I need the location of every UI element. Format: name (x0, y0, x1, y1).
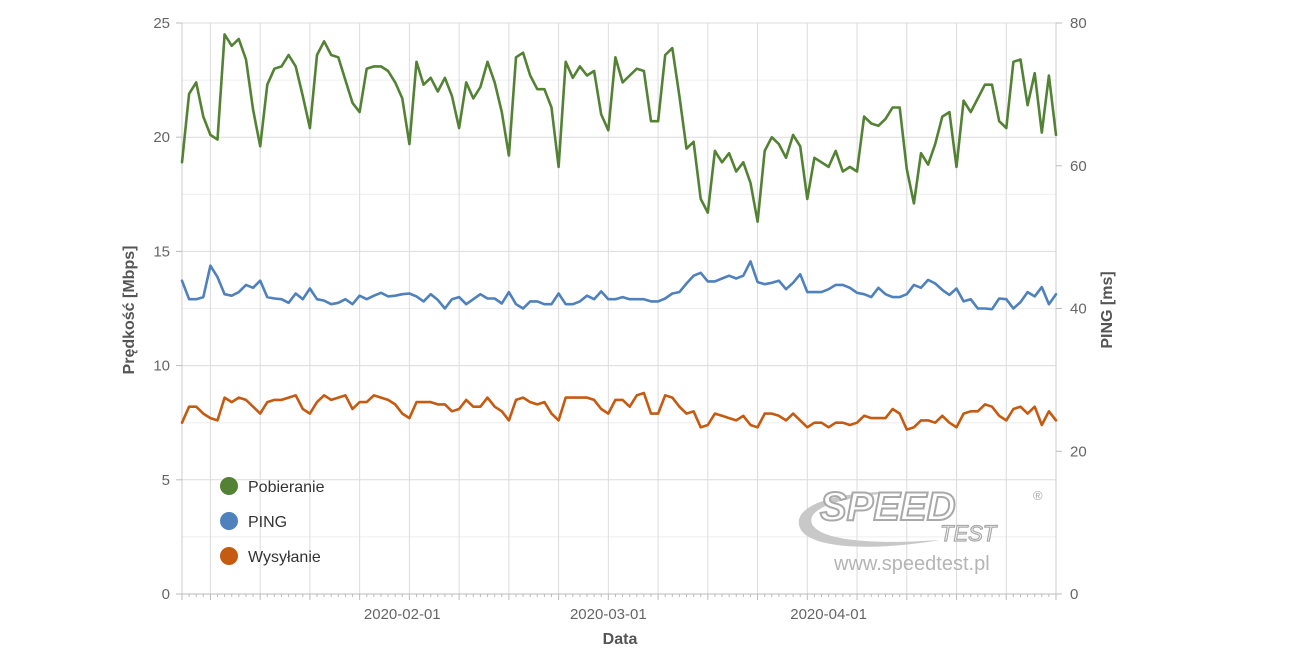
watermark-logo-subtext: TEST (940, 521, 998, 546)
y-tick-label: 15 (153, 243, 170, 260)
series-line-wysy-anie (180, 391, 1058, 431)
legend-label: Wysyłanie (248, 549, 321, 566)
legend-marker (220, 477, 238, 495)
y2-tick-label: 80 (1070, 15, 1087, 32)
y2-axis-title: PING [ms] (1099, 271, 1116, 348)
watermark-registered-mark: ® (1033, 488, 1043, 503)
series-lines (180, 33, 1058, 431)
series-line-ping (180, 260, 1058, 311)
x-axis-ticks: 2020-02-01 2020-03-01 2020-04-01 (181, 594, 1057, 623)
x-tick-label: 2020-02-01 (364, 606, 441, 623)
left-axis-ticks: 0 5 10 15 20 25 (153, 15, 182, 603)
x-axis-title: Data (603, 631, 638, 648)
y2-tick-label: 0 (1070, 586, 1078, 603)
y-tick-label: 10 (153, 358, 170, 375)
y-tick-label: 0 (162, 586, 170, 603)
legend-label: Pobieranie (248, 479, 325, 496)
series-line-pobieranie (180, 33, 1058, 223)
watermark-swoosh (798, 491, 940, 547)
y-tick-label: 20 (153, 129, 170, 146)
x-tick-label: 2020-04-01 (790, 606, 867, 623)
y-tick-label: 5 (162, 472, 170, 489)
legend: Pobieranie PING Wysyłanie (220, 477, 325, 566)
watermark-url: www.speedtest.pl (833, 553, 990, 575)
y-axis-title: Prędkość [Mbps] (121, 246, 138, 375)
legend-label: PING (248, 514, 287, 531)
x-tick-label: 2020-03-01 (570, 606, 647, 623)
legend-marker (220, 547, 238, 565)
right-axis-ticks: 0 20 40 60 80 (1056, 15, 1087, 603)
y-tick-label: 25 (153, 15, 170, 32)
grid-lines (182, 22, 1057, 595)
legend-marker (220, 512, 238, 530)
y2-tick-label: 40 (1070, 301, 1087, 318)
speedtest-watermark: SPEED TEST ® www.speedtest.pl (798, 484, 1043, 575)
watermark-logo-text: SPEED (820, 485, 956, 529)
y2-tick-label: 60 (1070, 158, 1087, 175)
y2-tick-label: 20 (1070, 443, 1087, 460)
